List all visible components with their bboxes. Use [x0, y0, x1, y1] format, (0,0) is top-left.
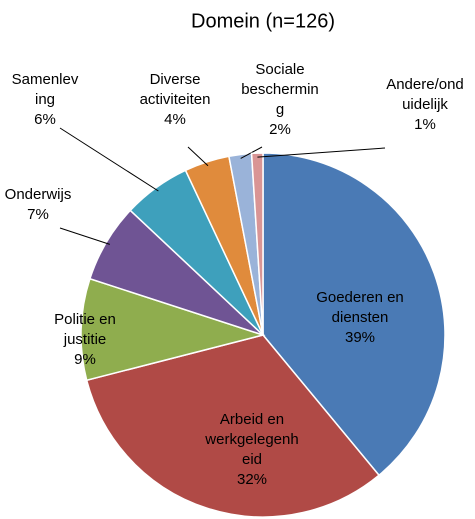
value-label: 7%	[27, 206, 49, 223]
leader-line	[59, 227, 110, 245]
category-label: Goederen en diensten	[316, 289, 404, 326]
leader-line	[187, 146, 209, 167]
slice-label: Diverse activiteiten 4%	[135, 70, 215, 130]
value-label: 4%	[164, 111, 186, 128]
slice-label: Samenleving 6%	[10, 70, 80, 130]
slice-label: Sociale bescherming 2%	[240, 60, 320, 140]
slice-label: Goederen en diensten 39%	[315, 288, 405, 348]
value-label: 39%	[344, 329, 376, 346]
category-label: Onderwijs	[4, 186, 72, 203]
leader-line	[257, 147, 386, 158]
slice-label: Onderwijs 7%	[0, 185, 78, 225]
value-label: 32%	[236, 471, 268, 488]
pie-slice	[85, 334, 381, 518]
slice-label: Andere/onduidelijk 1%	[385, 75, 465, 135]
pie-slice	[262, 152, 446, 477]
pie-slice	[80, 277, 266, 382]
category-label: Arbeid en werkgelegenheid	[205, 411, 299, 468]
category-label: Diverse activiteiten	[139, 71, 211, 108]
category-label: Andere/onduidelijk	[386, 76, 464, 113]
category-label: Sociale bescherming	[241, 61, 319, 118]
category-label: Samenleving	[11, 71, 79, 108]
chart-title: Domein (n=126)	[191, 10, 335, 32]
pie-slice	[250, 152, 264, 336]
value-label: 1%	[414, 116, 436, 133]
category-label: Politie en justitie	[54, 311, 116, 348]
value-label: 6%	[34, 111, 56, 128]
slice-label: Politie en justitie 9%	[40, 310, 130, 370]
value-label: 2%	[269, 121, 291, 138]
leader-line	[59, 127, 159, 192]
slice-label: Arbeid en werkgelegenheid 32%	[202, 410, 302, 490]
value-label: 9%	[74, 351, 96, 368]
